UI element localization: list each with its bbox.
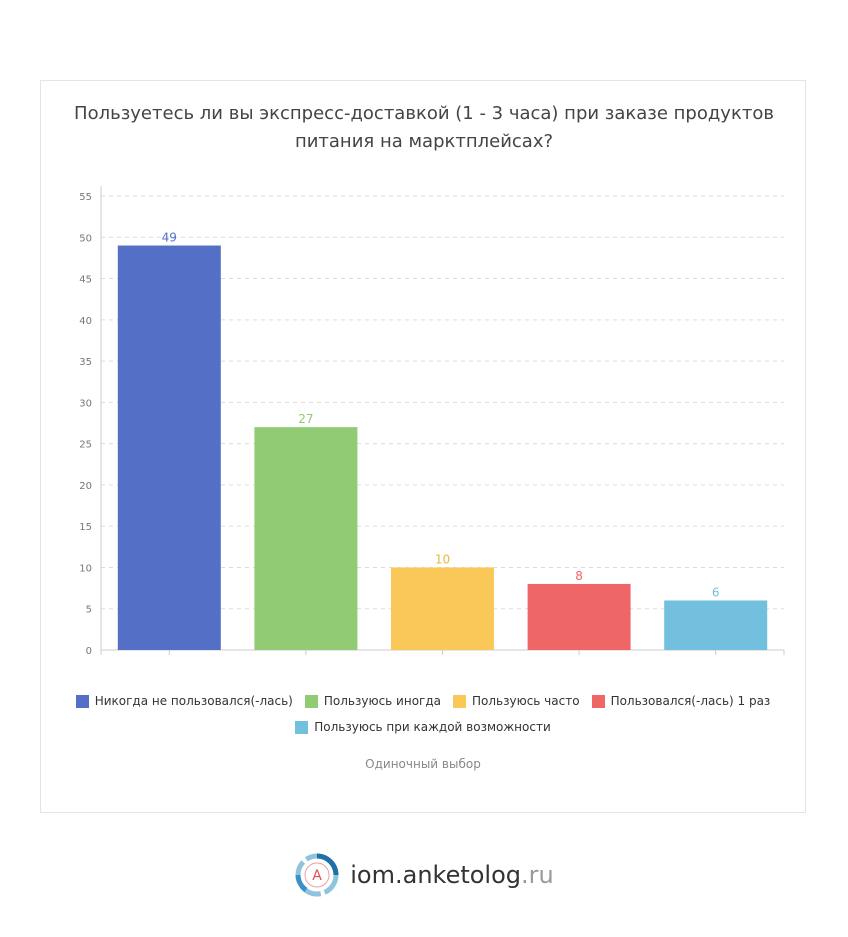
bar: [664, 600, 768, 650]
bar-value-label: 8: [575, 569, 583, 583]
legend-item[interactable]: Никогда не пользовался(-лась): [75, 690, 293, 713]
bar-value-label: 27: [298, 412, 313, 426]
legend-label: Никогда не пользовался(-лась): [94, 694, 293, 708]
anketolog-logo-icon: A: [295, 853, 339, 897]
chart-subtitle: Одиночный выбор: [365, 757, 481, 771]
legend-swatch: [591, 695, 605, 708]
chart-title-line-1: Пользуетесь ли вы экспресс-доставкой (1 …: [74, 103, 774, 124]
y-tick-label: 15: [79, 522, 92, 533]
legend-label: Пользуюсь при каждой возможности: [314, 720, 551, 734]
y-tick-label: 20: [79, 481, 92, 492]
legend-label: Пользовался(-лась) 1 раз: [610, 694, 771, 708]
brand-tld: .ru: [521, 861, 554, 889]
legend-item[interactable]: Пользуюсь при каждой возможности: [295, 716, 551, 739]
y-tick-label: 40: [79, 316, 92, 327]
legend-item[interactable]: Пользовался(-лась) 1 раз: [591, 690, 771, 713]
chart-title: Пользуетесь ли вы экспресс-доставкой (1 …: [0, 100, 848, 156]
legend-item[interactable]: Пользуюсь иногда: [304, 690, 441, 713]
legend-swatch: [295, 721, 309, 734]
y-tick-label: 50: [79, 233, 92, 244]
legend-swatch: [75, 695, 89, 708]
legend-item[interactable]: Пользуюсь часто: [453, 690, 580, 713]
bar: [117, 245, 221, 650]
bar: [254, 427, 358, 650]
legend-label: Пользуюсь иногда: [323, 694, 441, 708]
bar: [527, 583, 631, 650]
y-tick-label: 25: [79, 440, 92, 451]
y-tick-label: 55: [79, 192, 92, 203]
brand-main: iom.anketolog: [350, 861, 522, 889]
bar-value-label: 10: [435, 552, 450, 566]
bar-value-label: 6: [712, 585, 720, 599]
legend-label: Пользуюсь часто: [472, 694, 580, 708]
y-tick-label: 35: [79, 357, 92, 368]
chart-title-line-2: питания на марктплейсах?: [294, 131, 554, 152]
logo-letter: A: [312, 868, 322, 884]
brand-text: iom.anketolog.ru: [350, 861, 553, 889]
y-tick-label: 5: [86, 605, 92, 616]
bar-value-label: 49: [162, 231, 177, 245]
brand-footer[interactable]: A iom.anketolog.ru: [0, 853, 848, 897]
y-tick-label: 45: [79, 275, 92, 286]
y-tick-label: 0: [86, 646, 92, 657]
chart-legend: Никогда не пользовался(-лась) Пользуюсь и…: [40, 690, 806, 742]
bar: [391, 567, 494, 650]
legend-swatch: [453, 695, 466, 708]
y-tick-label: 30: [79, 398, 92, 409]
legend-swatch: [304, 695, 318, 708]
bar-chart: 0 5 10 15 20 25 30 35 40 45 50 55 49 27 10 8 6: [79, 186, 785, 657]
y-tick-label: 10: [79, 563, 92, 574]
